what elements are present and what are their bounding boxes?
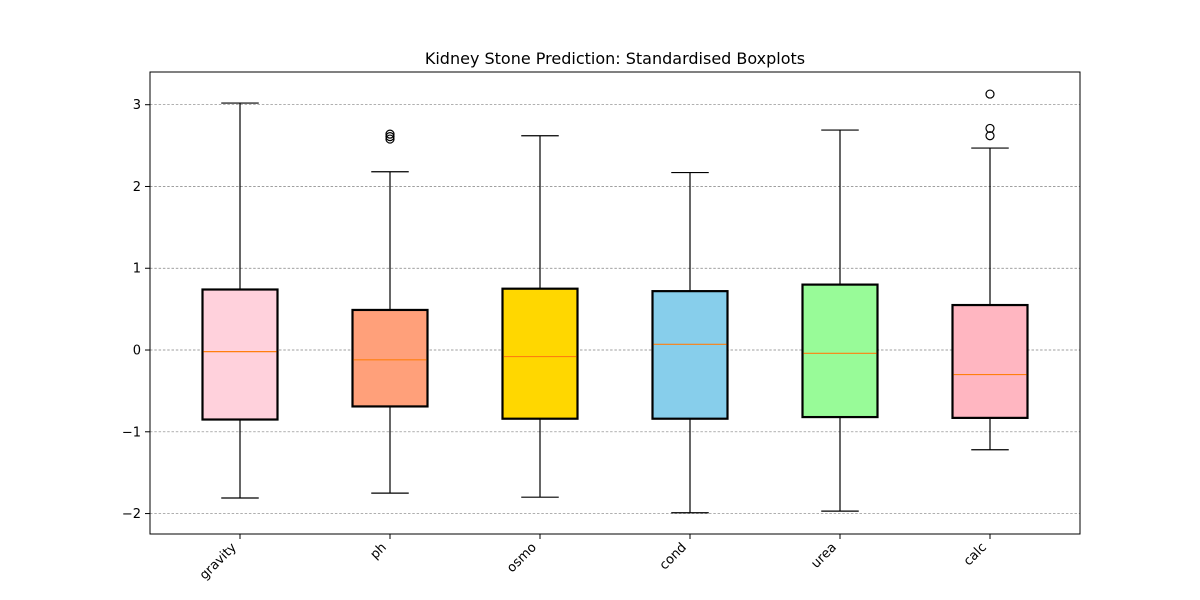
box-iqr	[201, 288, 279, 421]
box-series	[201, 89, 1029, 514]
x-tick-label: ph	[368, 540, 390, 562]
box-osmo	[501, 135, 579, 498]
y-tick-label: −1	[122, 425, 141, 440]
box-calc	[951, 89, 1029, 451]
y-tick-label: −2	[122, 507, 141, 522]
y-tick-label: 1	[133, 262, 141, 277]
box-cond	[651, 171, 729, 514]
box-iqr	[651, 290, 729, 420]
y-tick-label: 2	[133, 180, 141, 195]
x-tick-label: osmo	[504, 540, 540, 576]
plot-frame	[149, 71, 1081, 535]
grid-lines	[150, 104, 1080, 514]
x-tick-label: urea	[809, 540, 840, 571]
box-iqr	[801, 283, 879, 419]
outlier-point	[385, 131, 395, 142]
chart-title: Kidney Stone Prediction: Standardised Bo…	[425, 49, 805, 68]
x-tick-label: cond	[657, 540, 690, 573]
box-ph	[351, 129, 429, 494]
outlier-point	[985, 123, 995, 134]
outlier-point	[385, 134, 395, 144]
y-tick-label: 3	[133, 98, 141, 113]
outlier-point	[985, 131, 995, 141]
box-gravity	[201, 102, 279, 499]
box-iqr	[501, 287, 579, 420]
y-tick-label: 0	[133, 344, 141, 359]
outlier-point	[985, 89, 995, 99]
box-urea	[801, 129, 879, 512]
box-iqr	[951, 303, 1029, 419]
outlier-point	[385, 129, 395, 139]
x-tick-label: gravity	[197, 540, 240, 583]
x-tick-label: calc	[961, 540, 990, 569]
box-iqr	[351, 308, 429, 408]
